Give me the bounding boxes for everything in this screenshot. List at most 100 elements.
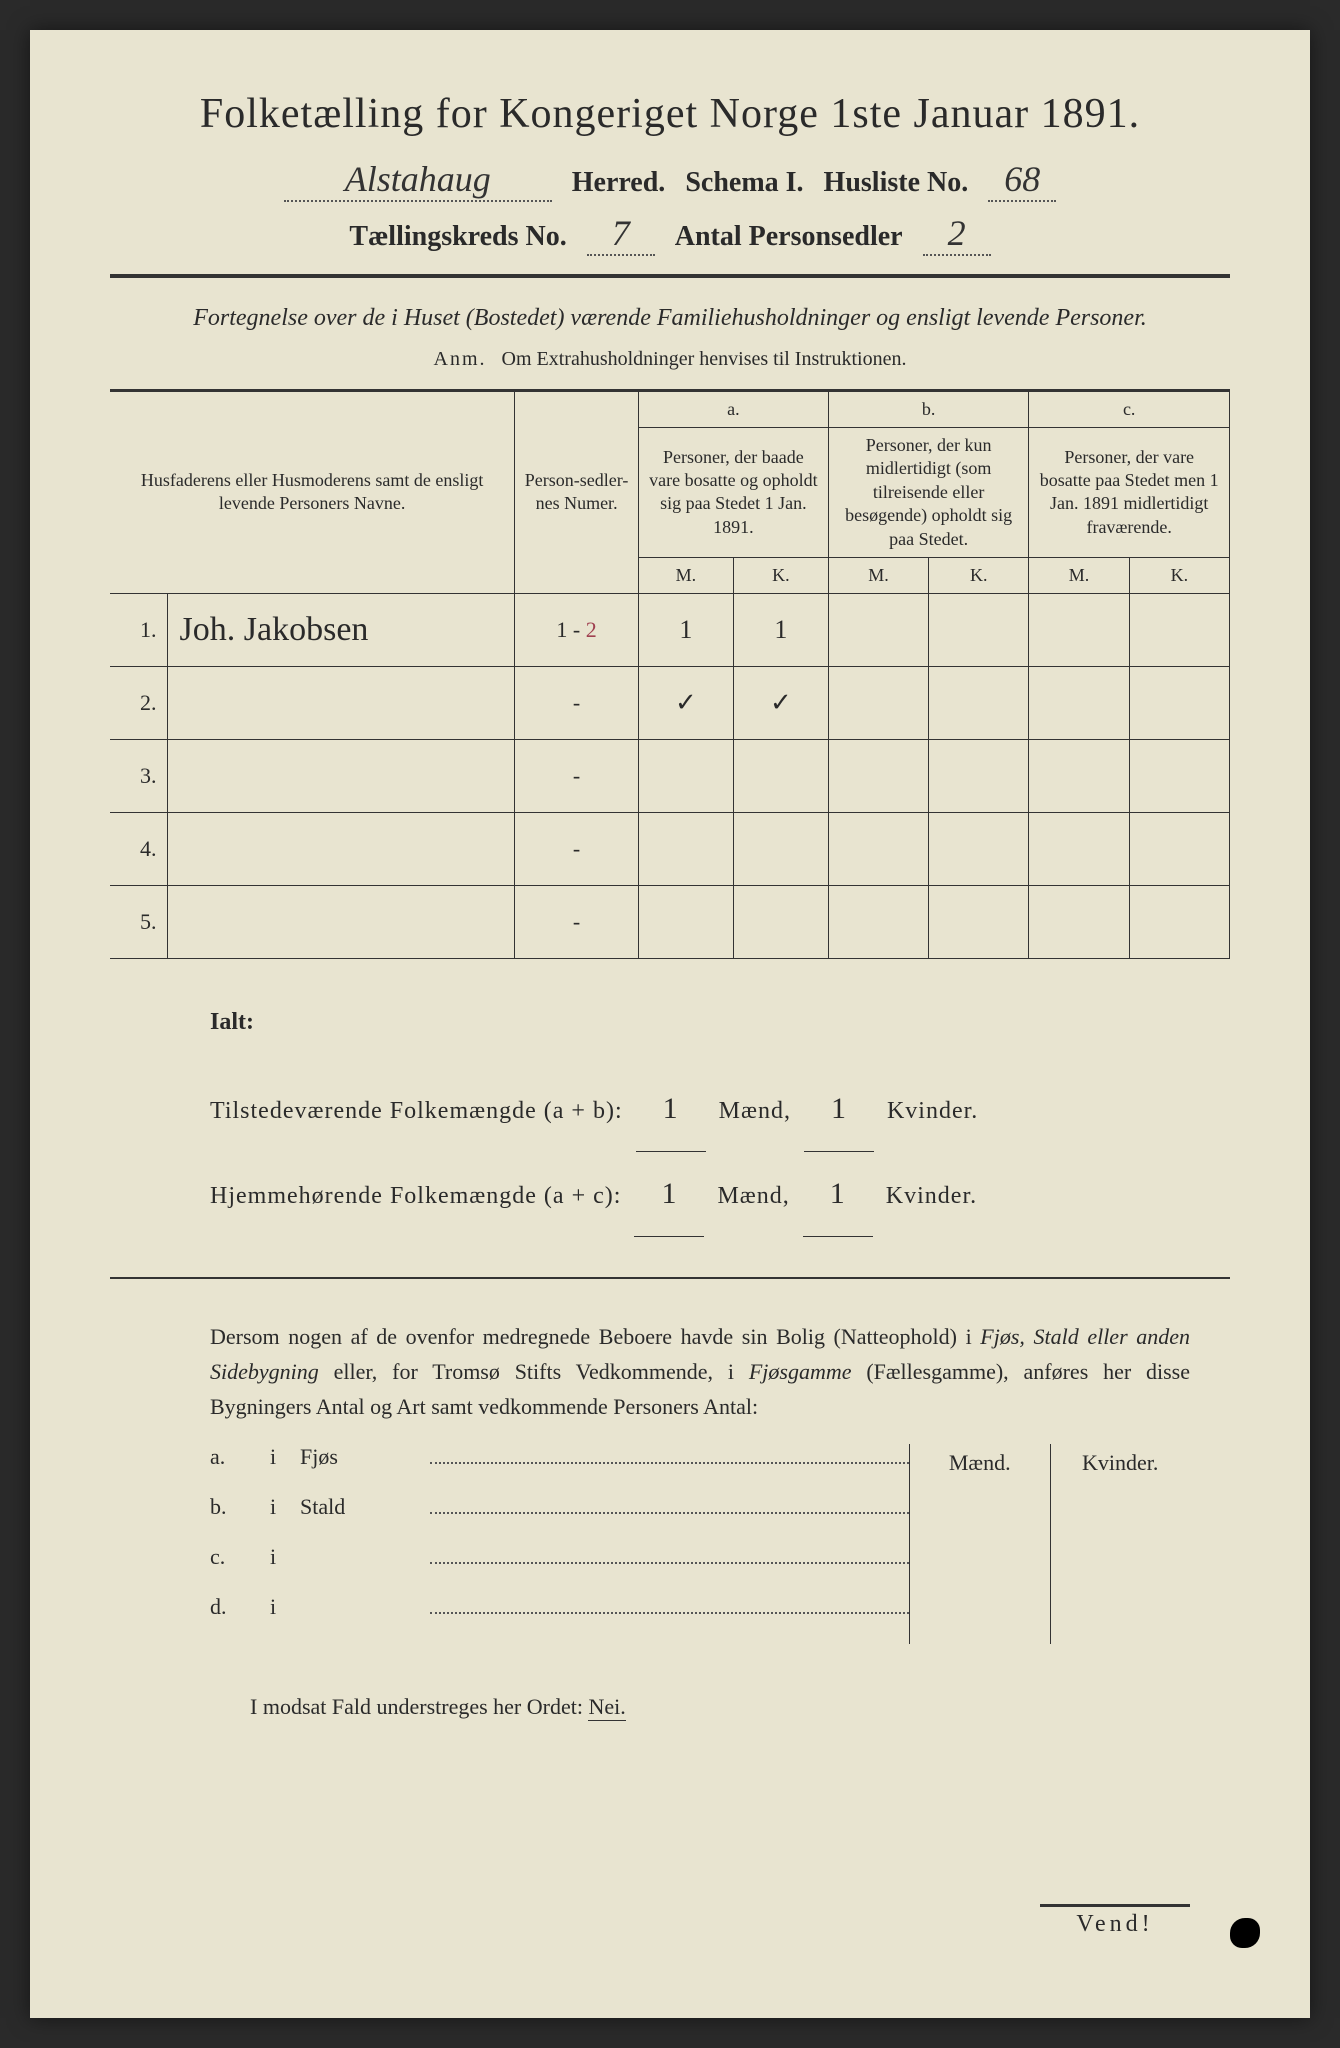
kreds-label: Tællingskreds No. (349, 221, 566, 253)
cell-a-k: 1 (733, 594, 828, 667)
cell-c-k (1129, 740, 1229, 813)
cell-b-k (929, 886, 1029, 959)
building-paragraph: Dersom nogen af de ovenfor medregnede Be… (210, 1319, 1190, 1425)
line1-m: 1 (636, 1067, 706, 1152)
table-row: 4. - (110, 813, 1230, 886)
antal-value: 2 (923, 212, 991, 256)
page-title: Folketælling for Kongeriget Norge 1ste J… (110, 90, 1230, 138)
nei-word: Nei. (588, 1694, 625, 1721)
schema-label: Schema I. (685, 167, 803, 199)
dotted-line (430, 1448, 909, 1464)
col-c-text: Personer, der vare bosatte paa Stedet me… (1029, 427, 1230, 557)
header-line-2: Tællingskreds No. 7 Antal Personsedler 2 (110, 212, 1230, 256)
cell-b-m (828, 594, 928, 667)
cell-b-m (828, 667, 928, 740)
row-num: 5. (110, 886, 167, 959)
cell-b-k (929, 740, 1029, 813)
ialt-label: Ialt: (210, 989, 1190, 1056)
row-numer: 1 - 2 (515, 594, 639, 667)
cell-a-k: ✓ (733, 667, 828, 740)
row-numer: - (515, 740, 639, 813)
inkblot-icon (1230, 1918, 1260, 1948)
cell-c-k (1129, 667, 1229, 740)
col-c-label: c. (1029, 390, 1230, 427)
col-b-label: b. (828, 390, 1029, 427)
dotted-line (430, 1548, 909, 1564)
cell-b-m (828, 886, 928, 959)
building-row: c. i (210, 1544, 909, 1594)
kvinder-label: Kvinder. (886, 1183, 977, 1209)
building-table: a. i Fjøs b. i Stald c. i d. i (210, 1444, 1190, 1644)
dotted-line (430, 1498, 909, 1514)
herred-label: Herred. (572, 167, 666, 199)
row-numer: - (515, 813, 639, 886)
kvinder-label: Kvinder. (887, 1098, 978, 1124)
cell-a-m: 1 (638, 594, 733, 667)
antal-label: Antal Personsedler (675, 221, 903, 253)
cell-a-m (638, 813, 733, 886)
col-a-m: M. (638, 557, 733, 593)
col-b-m: M. (828, 557, 928, 593)
table-row: 5. - (110, 886, 1230, 959)
building-rows: a. i Fjøs b. i Stald c. i d. i (210, 1444, 909, 1644)
dotted-line (430, 1598, 909, 1614)
vend-label: Vend! (1040, 1904, 1190, 1938)
building-row: a. i Fjøs (210, 1444, 909, 1494)
cell-a-m: ✓ (638, 667, 733, 740)
kvinder-col: Kvinder. (1050, 1444, 1191, 1644)
totals-line-1: Tilstedeværende Folkemængde (a + b): 1 M… (210, 1067, 1190, 1152)
cell-c-k (1129, 594, 1229, 667)
row-name (167, 886, 515, 959)
line2-m: 1 (634, 1152, 704, 1237)
line1-k: 1 (804, 1067, 874, 1152)
row-numer: - (515, 667, 639, 740)
totals-line-2: Hjemmehørende Folkemængde (a + c): 1 Mæn… (210, 1152, 1190, 1237)
building-row: d. i (210, 1594, 909, 1644)
header-line-1: Alstahaug Herred. Schema I. Husliste No.… (110, 158, 1230, 202)
household-table: Husfaderens eller Husmoderens samt de en… (110, 389, 1230, 960)
col-a-k: K. (733, 557, 828, 593)
husliste-label: Husliste No. (824, 167, 969, 199)
divider (110, 274, 1230, 278)
kvinder-hdr: Kvinder. (1051, 1450, 1191, 1490)
row-name (167, 667, 515, 740)
building-row: b. i Stald (210, 1494, 909, 1544)
herred-value: Alstahaug (284, 158, 552, 202)
line2-k: 1 (803, 1152, 873, 1237)
cell-b-m (828, 813, 928, 886)
kreds-value: 7 (587, 212, 655, 256)
maend-col: Mænd. (910, 1444, 1050, 1644)
nei-text: I modsat Fald understreges her Ordet: (250, 1694, 583, 1719)
table-row: 1. Joh. Jakobsen 1 - 2 1 1 (110, 594, 1230, 667)
form-description: Fortegnelse over de i Huset (Bostedet) v… (110, 302, 1230, 336)
row-num: 3. (110, 740, 167, 813)
cell-c-k (1129, 813, 1229, 886)
cell-a-m (638, 740, 733, 813)
maend-hdr: Mænd. (910, 1450, 1050, 1490)
table-row: 2. - ✓ ✓ (110, 667, 1230, 740)
row-name (167, 740, 515, 813)
cell-a-k (733, 886, 828, 959)
line2-label: Hjemmehørende Folkemængde (a + c): (210, 1183, 621, 1209)
col-b-text: Personer, der kun midlertidigt (som tilr… (828, 427, 1029, 557)
cell-b-m (828, 740, 928, 813)
row-name (167, 813, 515, 886)
maend-label: Mænd, (717, 1183, 789, 1209)
cell-c-k (1129, 886, 1229, 959)
table-body: 1. Joh. Jakobsen 1 - 2 1 1 2. - ✓ ✓ (110, 594, 1230, 959)
row-num: 4. (110, 813, 167, 886)
cell-c-m (1029, 667, 1129, 740)
cell-a-m (638, 886, 733, 959)
row-numer: - (515, 886, 639, 959)
building-mk-cols: Mænd. Kvinder. (909, 1444, 1190, 1644)
col-c-m: M. (1029, 557, 1129, 593)
col-numer: Person-sedler-nes Numer. (515, 390, 639, 594)
anm-text: Om Extrahusholdninger henvises til Instr… (502, 348, 907, 370)
cell-a-k (733, 813, 828, 886)
cell-c-m (1029, 740, 1129, 813)
cell-a-k (733, 740, 828, 813)
nei-line: I modsat Fald understreges her Ordet: Ne… (250, 1694, 1190, 1720)
cell-c-m (1029, 594, 1129, 667)
row-name: Joh. Jakobsen (167, 594, 515, 667)
row-num: 2. (110, 667, 167, 740)
